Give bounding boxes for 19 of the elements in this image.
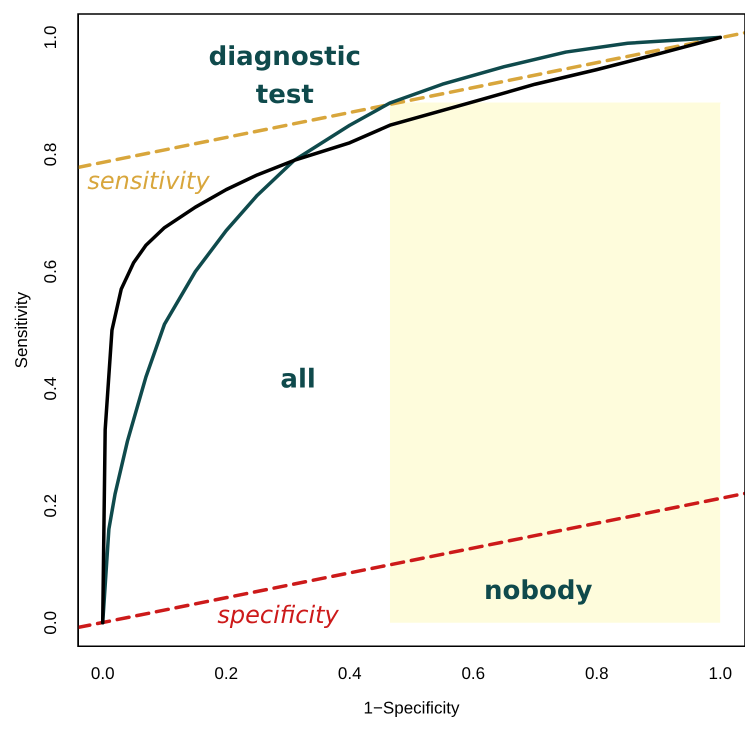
x-axis-title: 1−Specificity (364, 698, 460, 718)
y-tick-label: 0.4 (41, 376, 60, 400)
x-tick-label: 0.4 (338, 664, 362, 684)
x-tick-label: 0.2 (214, 664, 238, 684)
y-tick-label: 1.0 (41, 26, 60, 50)
y-axis-title: Sensitivity (12, 291, 31, 368)
y-tick-label: 0.2 (41, 494, 60, 518)
annotation: nobody (484, 576, 592, 606)
annotation: all (280, 364, 316, 394)
x-tick-label: 0.8 (584, 664, 609, 684)
x-tick-label: 0.6 (461, 664, 486, 684)
annotation: diagnostic test (208, 42, 361, 110)
y-tick-label: 0.0 (41, 610, 60, 635)
series-label: sensitivity (87, 166, 210, 195)
series-label: specificity (217, 600, 340, 629)
y-tick-label: 0.6 (41, 260, 60, 284)
x-tick-label: 1.0 (708, 664, 732, 684)
y-tick-label: 0.8 (41, 142, 60, 166)
x-tick-label: 0.0 (90, 664, 115, 684)
